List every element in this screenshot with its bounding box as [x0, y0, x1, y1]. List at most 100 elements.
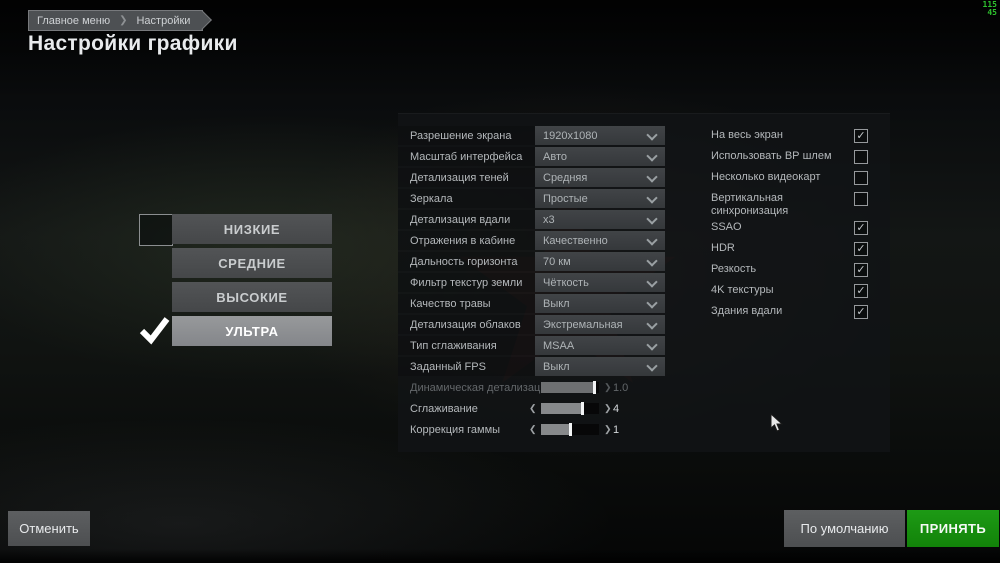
checkbox-rows: На весь экран✓Использовать ВР шлем✓Неско… — [711, 126, 878, 323]
checkbox-5[interactable]: ✓ — [854, 242, 868, 256]
fps-counter: 115 45 — [983, 1, 997, 17]
setting-label: Заданный FPS — [410, 360, 486, 373]
checkbox-4[interactable]: ✓ — [854, 221, 868, 235]
chevron-down-icon — [646, 255, 658, 267]
breadcrumb-settings[interactable]: Настройки — [136, 14, 191, 27]
checkbox-row: HDR ✓ — [711, 239, 878, 260]
checkbox-row: Здания вдали ✓ — [711, 302, 878, 323]
setting-label: Дальность горизонта — [410, 255, 518, 268]
slider-increase-icon[interactable]: ❯ — [604, 403, 612, 413]
slider-handle[interactable] — [592, 381, 596, 394]
page-title: Настройки графики — [28, 32, 238, 55]
setting-label: Фильтр текстур земли — [410, 276, 523, 289]
checkbox-7[interactable]: ✓ — [854, 284, 868, 298]
cancel-button[interactable]: Отменить — [8, 511, 90, 546]
checkbox-label: SSAO — [711, 221, 742, 233]
slider-row: Коррекция гаммы ❮ ❯ 1 — [398, 420, 665, 439]
chevron-down-icon — [646, 276, 658, 288]
checkbox-8[interactable]: ✓ — [854, 305, 868, 319]
dropdown-9[interactable]: Экстремальная — [535, 315, 665, 334]
chevron-down-icon — [646, 234, 658, 246]
dropdown-0[interactable]: 1920x1080 — [535, 126, 665, 145]
setting-row: Зеркала Простые — [398, 189, 665, 208]
slider-increase-icon[interactable]: ❯ — [604, 424, 612, 434]
slider-track[interactable] — [541, 402, 599, 415]
chevron-down-icon — [646, 213, 658, 225]
checkbox-6[interactable]: ✓ — [854, 263, 868, 277]
check-icon: ✓ — [856, 221, 866, 234]
preset-button-3[interactable]: УЛЬТРА — [172, 316, 332, 346]
checkbox-row: Несколько видеокарт ✓ — [711, 168, 878, 189]
slider-handle[interactable] — [569, 423, 573, 436]
setting-row: Отражения в кабине Качественно — [398, 231, 665, 250]
setting-label: Разрешение экрана — [410, 129, 512, 142]
dropdown-value: Средняя — [543, 171, 588, 184]
preset-indicator-box — [139, 214, 173, 246]
checkbox-3[interactable]: ✓ — [854, 192, 868, 206]
checkbox-1[interactable]: ✓ — [854, 150, 868, 164]
preset-button-0[interactable]: НИЗКИЕ — [172, 214, 332, 244]
chevron-down-icon — [646, 297, 658, 309]
dropdown-3[interactable]: Простые — [535, 189, 665, 208]
chevron-down-icon — [646, 192, 658, 204]
setting-row: Детализация теней Средняя — [398, 168, 665, 187]
preset-button-2[interactable]: ВЫСОКИЕ — [172, 282, 332, 312]
defaults-button[interactable]: По умолчанию — [784, 510, 905, 547]
slider-row: Сглаживание ❮ ❯ 4 — [398, 399, 665, 418]
checkbox-row: Вертикальная синхронизация ✓ — [711, 189, 878, 218]
dropdown-2[interactable]: Средняя — [535, 168, 665, 187]
setting-row: Дальность горизонта 70 км — [398, 252, 665, 271]
preset-button-1[interactable]: СРЕДНИЕ — [172, 248, 332, 278]
checkbox-row: 4K текстуры ✓ — [711, 281, 878, 302]
accept-button[interactable]: ПРИНЯТЬ — [907, 510, 999, 547]
setting-row: Детализация облаков Экстремальная — [398, 315, 665, 334]
dropdown-6[interactable]: 70 км — [535, 252, 665, 271]
checkbox-2[interactable]: ✓ — [854, 171, 868, 185]
checkbox-0[interactable]: ✓ — [854, 129, 868, 143]
slider-decrease-icon[interactable]: ❮ — [529, 424, 537, 434]
graphics-settings-panel: Разрешение экрана 1920x1080 Масштаб интерф… — [398, 113, 890, 452]
checkbox-row: SSAO ✓ — [711, 218, 878, 239]
dropdown-value: 1920x1080 — [543, 129, 598, 142]
dropdown-7[interactable]: Чёткость — [535, 273, 665, 292]
dropdown-value: x3 — [543, 213, 555, 226]
slider-decrease-icon[interactable]: ❮ — [529, 403, 537, 413]
checkbox-label: Резкость — [711, 263, 757, 275]
slider-track[interactable] — [541, 423, 599, 436]
dropdown-value: Авто — [543, 150, 567, 163]
checkbox-label: 4K текстуры — [711, 284, 774, 296]
checkbox-label: Несколько видеокарт — [711, 171, 821, 183]
setting-label: Тип сглаживания — [410, 339, 497, 352]
slider-fill — [541, 382, 595, 393]
slider-increase-icon[interactable]: ❯ — [604, 382, 612, 392]
checkbox-label: Использовать ВР шлем — [711, 150, 832, 162]
setting-row: Масштаб интерфейса Авто — [398, 147, 665, 166]
setting-row: Разрешение экрана 1920x1080 — [398, 126, 665, 145]
fps-counter-line2: 45 — [987, 8, 997, 17]
check-icon: ✓ — [856, 242, 866, 255]
setting-row: Качество травы Выкл — [398, 294, 665, 313]
dropdown-value: 70 км — [543, 255, 571, 268]
slider-track[interactable] — [541, 381, 599, 394]
dropdown-8[interactable]: Выкл — [535, 294, 665, 313]
dropdown-value: Чёткость — [543, 276, 589, 289]
dropdown-5[interactable]: Качественно — [535, 231, 665, 250]
checkbox-label: HDR — [711, 242, 735, 254]
chevron-down-icon — [646, 339, 658, 351]
chevron-down-icon — [646, 360, 658, 372]
setting-label: Зеркала — [410, 192, 453, 205]
dropdown-1[interactable]: Авто — [535, 147, 665, 166]
dropdown-value: Выкл — [543, 360, 570, 373]
slider-handle[interactable] — [580, 402, 584, 415]
setting-label: Масштаб интерфейса — [410, 150, 523, 163]
setting-row: Тип сглаживания MSAA — [398, 336, 665, 355]
dropdown-11[interactable]: Выкл — [535, 357, 665, 376]
check-icon: ✓ — [856, 129, 866, 142]
breadcrumb: Главное меню ❯ Настройки — [28, 10, 213, 31]
dropdown-4[interactable]: x3 — [535, 210, 665, 229]
dropdown-10[interactable]: MSAA — [535, 336, 665, 355]
check-icon: ✓ — [856, 284, 866, 297]
checkbox-row: На весь экран ✓ — [711, 126, 878, 147]
breadcrumb-main-menu[interactable]: Главное меню — [37, 14, 111, 27]
chevron-down-icon — [646, 171, 658, 183]
